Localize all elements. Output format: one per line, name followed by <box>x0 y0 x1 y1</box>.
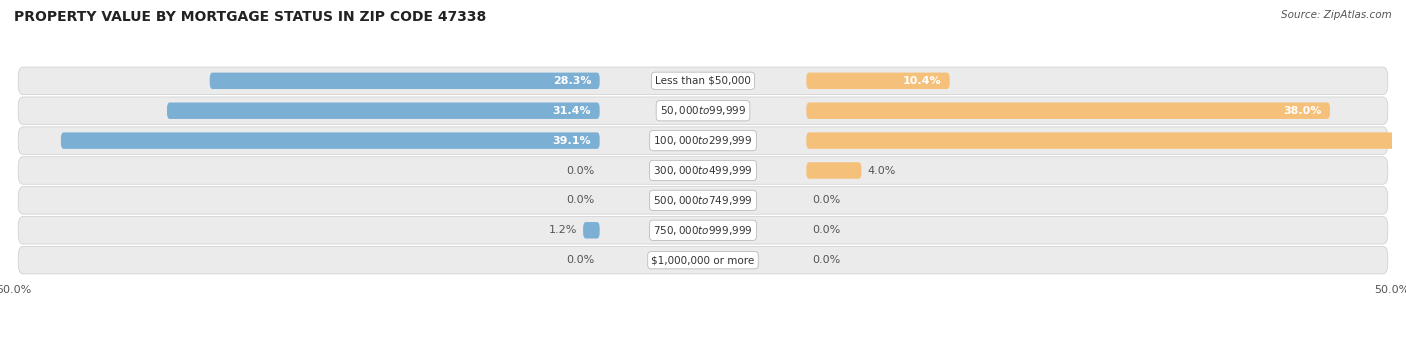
Text: 31.4%: 31.4% <box>553 106 592 116</box>
Text: 0.0%: 0.0% <box>565 255 595 265</box>
Text: Source: ZipAtlas.com: Source: ZipAtlas.com <box>1281 10 1392 20</box>
Text: $500,000 to $749,999: $500,000 to $749,999 <box>654 194 752 207</box>
FancyBboxPatch shape <box>807 103 1330 119</box>
Text: 0.0%: 0.0% <box>565 195 595 205</box>
FancyBboxPatch shape <box>18 247 1388 274</box>
FancyBboxPatch shape <box>18 127 1388 154</box>
FancyBboxPatch shape <box>807 132 1406 149</box>
Text: 0.0%: 0.0% <box>811 195 841 205</box>
FancyBboxPatch shape <box>18 157 1388 184</box>
Text: 0.0%: 0.0% <box>811 255 841 265</box>
FancyBboxPatch shape <box>807 73 949 89</box>
Text: 0.0%: 0.0% <box>565 165 595 176</box>
Text: 10.4%: 10.4% <box>903 76 942 86</box>
Text: PROPERTY VALUE BY MORTGAGE STATUS IN ZIP CODE 47338: PROPERTY VALUE BY MORTGAGE STATUS IN ZIP… <box>14 10 486 24</box>
FancyBboxPatch shape <box>18 187 1388 214</box>
FancyBboxPatch shape <box>209 73 599 89</box>
Text: 28.3%: 28.3% <box>553 76 592 86</box>
FancyBboxPatch shape <box>60 132 599 149</box>
Text: 38.0%: 38.0% <box>1284 106 1322 116</box>
Text: $1,000,000 or more: $1,000,000 or more <box>651 255 755 265</box>
Legend: Without Mortgage, With Mortgage: Without Mortgage, With Mortgage <box>588 338 818 341</box>
Text: $100,000 to $299,999: $100,000 to $299,999 <box>654 134 752 147</box>
FancyBboxPatch shape <box>167 103 599 119</box>
FancyBboxPatch shape <box>18 67 1388 94</box>
Text: $50,000 to $99,999: $50,000 to $99,999 <box>659 104 747 117</box>
Text: 0.0%: 0.0% <box>811 225 841 235</box>
Text: 4.0%: 4.0% <box>868 165 896 176</box>
Text: 1.2%: 1.2% <box>550 225 578 235</box>
FancyBboxPatch shape <box>18 217 1388 244</box>
FancyBboxPatch shape <box>583 222 599 238</box>
Text: 39.1%: 39.1% <box>553 136 592 146</box>
FancyBboxPatch shape <box>18 97 1388 124</box>
Text: Less than $50,000: Less than $50,000 <box>655 76 751 86</box>
Text: $750,000 to $999,999: $750,000 to $999,999 <box>654 224 752 237</box>
Text: $300,000 to $499,999: $300,000 to $499,999 <box>654 164 752 177</box>
FancyBboxPatch shape <box>807 162 862 179</box>
